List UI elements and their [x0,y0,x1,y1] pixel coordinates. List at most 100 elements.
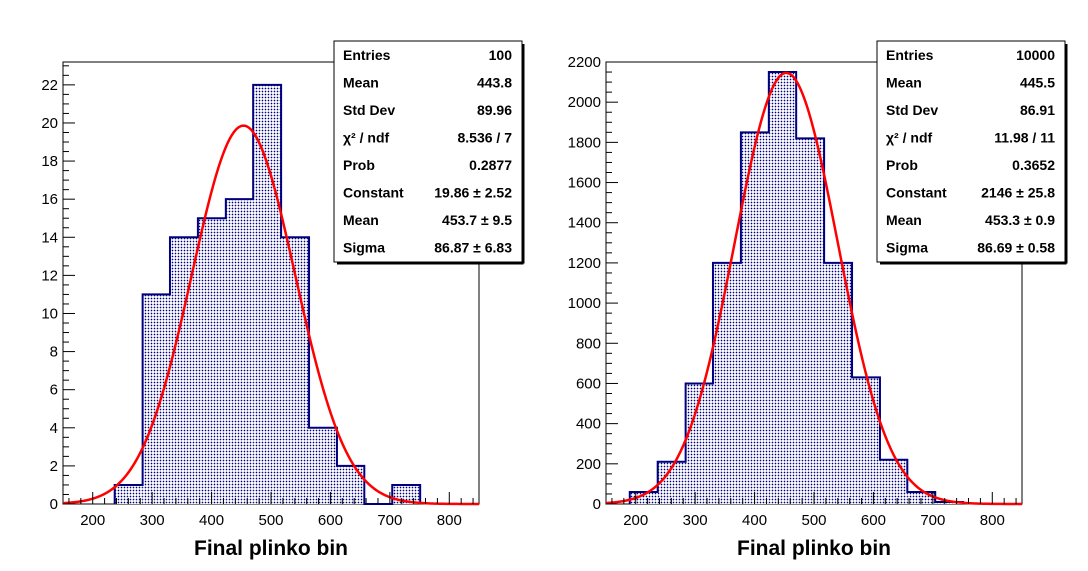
histogram-panel-2: 200 300 400 500 600 700 800 Final plinko bin 0 20… [568,40,1068,560]
x-tick-label: 300 [683,512,708,529]
stats-value: 0.2877 [469,157,512,173]
y-tick-label: 18 [41,153,58,170]
y-tick-label: 6 [50,382,58,399]
histogram-bar [253,84,282,505]
stats-value: 453.7 ± 9.5 [442,212,512,228]
histogram-bar [197,218,226,505]
stats-label: Std Dev [886,102,938,118]
y-tick-label: 10 [41,305,58,322]
y-tick-label: 600 [576,375,601,392]
y-tick-label: 16 [41,191,58,208]
y-tick-label: 12 [41,267,58,284]
histogram-bar [935,501,964,504]
stats-label: Constant [343,185,404,201]
stats-value: 11.98 / 11 [994,130,1055,146]
x-tick-label: 800 [980,512,1005,529]
stats-label: Mean [886,212,922,228]
x-axis-title: Final plinko bin [737,537,891,560]
x-tick-label: 700 [377,512,402,529]
stats-label: Prob [343,157,375,173]
histogram-bar [225,199,254,504]
stats-value: 86.91 [1020,102,1055,118]
stats-label: Mean [343,212,379,228]
y-tick-label: 4 [50,420,58,437]
histogram-outline [628,71,965,504]
stats-label: Sigma [886,240,928,256]
y-tick-label: 800 [576,335,601,352]
stats-value: 453.3 ± 0.9 [985,212,1055,228]
stats-label: Entries [343,47,391,63]
stats-label: Sigma [343,240,385,256]
stats-value: 19.86 ± 2.52 [434,185,512,201]
stats-box-frame [333,40,523,263]
stats-label: Std Dev [343,102,395,118]
y-axis: 0 2 4 6 8 10 12 14 16 18 20 22 [41,65,75,513]
x-tick-label: 400 [199,512,224,529]
x-tick-label: 300 [140,512,165,529]
stats-value: 89.96 [477,102,512,118]
histogram-bar [629,491,658,504]
histogram-bar [309,427,337,504]
y-tick-label: 1000 [568,295,601,312]
y-tick-label: 200 [576,456,601,473]
y-tick-label: 1400 [568,215,601,232]
x-tick-label: 500 [258,512,283,529]
stats-label: Constant [886,185,947,201]
histogram-bar [114,484,143,504]
y-axis: 0 200 400 600 800 1000 1200 1400 1600 1800 2000 220… [568,54,618,513]
x-tick-label: 600 [318,512,343,529]
histogram-bar [824,262,853,504]
stats-value: 8.536 / 7 [458,130,513,146]
stats-label: χ² / ndf [343,130,389,146]
y-tick-label: 14 [41,229,58,246]
y-tick-label: 8 [50,344,58,361]
gaussian-fit-curve [62,124,479,506]
stats-label: Mean [343,75,379,91]
stats-value: 100 [489,47,513,63]
histogram-bars [113,83,422,505]
x-tick-label: 200 [80,512,105,529]
x-axis: 200 300 400 500 600 700 800 [611,492,1017,529]
stats-label: Entries [886,47,934,63]
histogram-bar [768,72,797,504]
histogram-panel-1: 200 300 400 500 600 700 800 Final plinko bin 0 2 4… [41,40,525,560]
stats-value: 0.3652 [1012,157,1055,173]
histogram-bar [796,138,825,504]
gaussian-fit-curve [605,71,1022,506]
stats-value: 445.5 [1020,75,1055,91]
x-tick-label: 600 [861,512,886,529]
histogram-bar [336,465,365,504]
stats-value: 86.87 ± 6.83 [434,240,512,256]
stats-value: 2146 ± 25.8 [981,185,1055,201]
histogram-outline [113,83,422,505]
y-tick-label: 1200 [568,255,601,272]
y-tick-label: 2 [50,458,58,475]
stats-label: Prob [886,157,918,173]
stats-box: Entries 100 Mean 443.8 Std Dev 89.96 χ² / ndf 8… [333,40,525,265]
stats-value: 10000 [1016,47,1055,63]
histogram-bar [712,262,741,504]
x-tick-label: 500 [801,512,826,529]
y-tick-label: 400 [576,416,601,433]
y-tick-label: 20 [41,115,58,132]
stats-label: Mean [886,75,922,91]
x-tick-label: 700 [920,512,945,529]
y-tick-label: 0 [593,496,601,513]
y-tick-label: 2000 [568,94,601,111]
histogram-bar [879,459,908,504]
y-tick-label: 0 [50,496,58,513]
stats-box-frame [876,40,1066,263]
y-tick-label: 1800 [568,134,601,151]
stats-box: Entries 10000 Mean 445.5 Std Dev 86.91 χ² / nd… [876,40,1068,265]
histogram-bar [852,377,880,504]
stats-label: χ² / ndf [886,130,932,146]
x-tick-label: 800 [437,512,462,529]
histogram-bar [142,294,170,504]
stats-value: 86.69 ± 0.58 [977,240,1055,256]
y-tick-label: 2200 [568,54,601,71]
x-axis-title: Final plinko bin [194,537,348,560]
x-tick-label: 200 [623,512,648,529]
x-tick-label: 400 [742,512,767,529]
